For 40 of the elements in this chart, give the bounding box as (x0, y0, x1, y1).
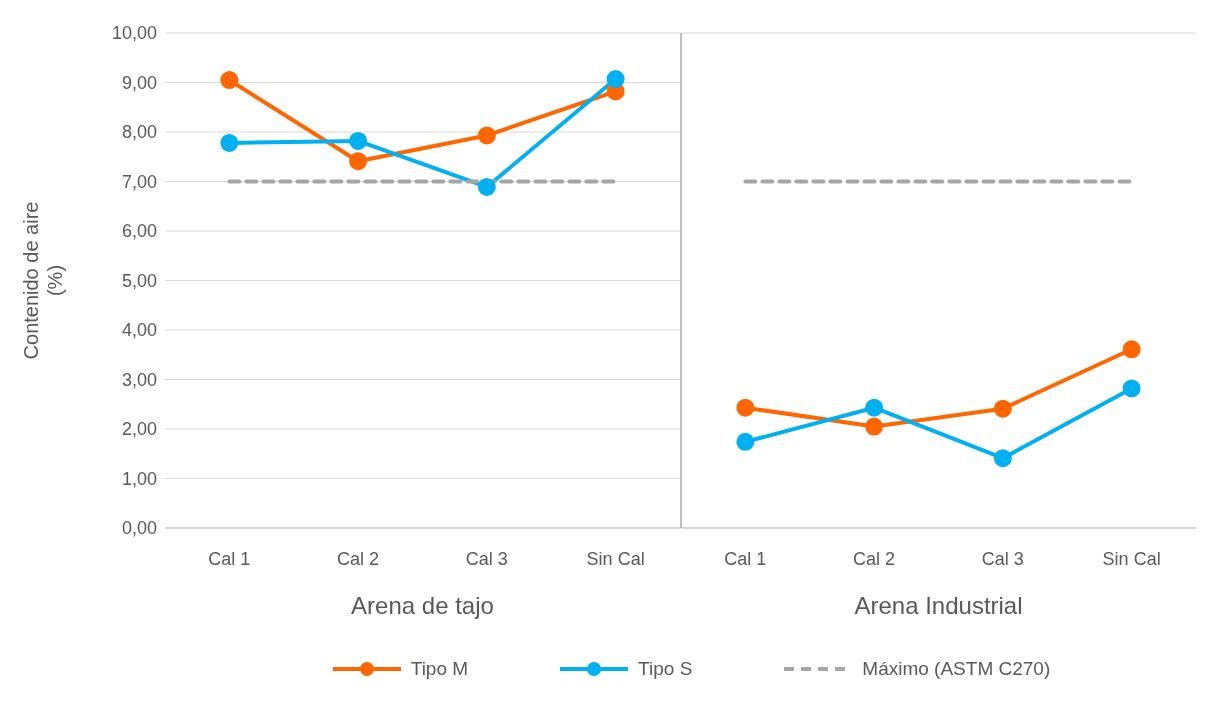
point (1122, 340, 1141, 359)
point (477, 126, 496, 145)
point (736, 398, 755, 417)
point (865, 417, 884, 436)
x-axis-title: Arena de tajo (351, 592, 494, 619)
point (993, 399, 1012, 418)
point (220, 133, 239, 152)
y-tick-label: 10,00 (111, 23, 157, 44)
y-tick-label: 9,00 (121, 72, 157, 93)
x-tick-label: Cal 3 (981, 548, 1024, 569)
x-tick-label: Sin Cal (586, 548, 645, 569)
point (993, 449, 1012, 468)
x-axis-title: Arena Industrial (854, 592, 1023, 619)
y-axis-title: Contenido de aire (%) (20, 201, 66, 360)
point (865, 398, 884, 417)
point (606, 70, 625, 89)
point (220, 71, 239, 90)
y-tick-label: 5,00 (121, 270, 157, 291)
y-tick-label: 0,00 (121, 518, 157, 539)
x-tick-label: Cal 2 (337, 548, 380, 569)
legend-label: Tipo M (410, 658, 469, 680)
y-tick-label: 7,00 (121, 171, 157, 192)
y-tick-label: 1,00 (121, 468, 157, 489)
legend-label: Máximo (ASTM C270) (862, 658, 1051, 680)
x-tick-label: Cal 3 (465, 548, 508, 569)
x-tick-label: Sin Cal (1102, 548, 1161, 569)
point (349, 152, 368, 171)
x-tick-label: Cal 2 (853, 548, 896, 569)
legend-label: Tipo S (638, 658, 693, 680)
y-tick-label: 2,00 (121, 419, 157, 440)
point (477, 177, 496, 196)
y-tick-label: 3,00 (121, 369, 157, 390)
y-tick-label: 8,00 (121, 122, 157, 143)
y-tick-label: 6,00 (121, 221, 157, 242)
x-tick-label: Cal 1 (208, 548, 251, 569)
x-tick-label: Cal 1 (724, 548, 767, 569)
point (1122, 379, 1141, 398)
point (349, 131, 368, 150)
y-tick-label: 4,00 (121, 320, 157, 341)
point (736, 432, 755, 451)
